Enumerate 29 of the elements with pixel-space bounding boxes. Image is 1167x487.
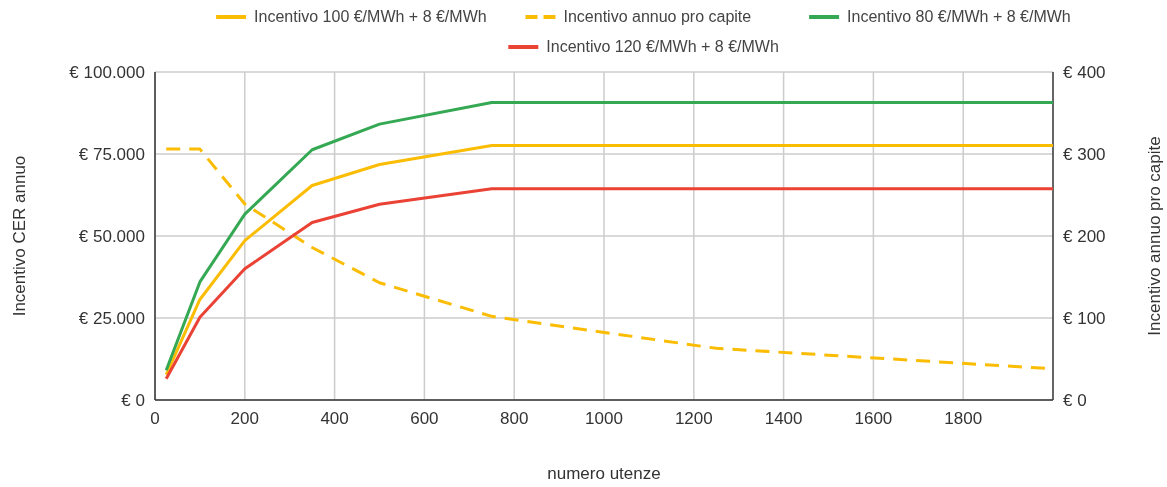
y2-tick-label: € 400 [1063, 63, 1106, 82]
x-tick-label: 1000 [585, 409, 623, 428]
x-axis-title: numero utenze [547, 464, 661, 483]
y2-tick-label: € 200 [1063, 227, 1106, 246]
legend-label: Incentivo 120 €/MWh + 8 €/MWh [546, 38, 779, 55]
y-tick-label: € 100.000 [69, 63, 145, 82]
x-tick-label: 0 [150, 409, 160, 428]
x-tick-label: 600 [410, 409, 439, 428]
x-tick-label: 400 [320, 409, 349, 428]
line-series [164, 101, 1055, 372]
legend-label: Incentivo 100 €/MWh + 8 €/MWh [254, 8, 487, 25]
y-tick-label: € 50.000 [78, 227, 145, 246]
x-tick-label: 1800 [944, 409, 983, 428]
y2-tick-label: € 300 [1063, 145, 1106, 164]
x-tick-label: 1400 [764, 409, 803, 428]
x-tick-label: 200 [230, 409, 259, 428]
y2-axis-title: Incentivo annuo pro capite [1145, 136, 1164, 336]
y2-tick-label: € 100 [1063, 309, 1106, 328]
y-tick-label: € 0 [121, 391, 145, 410]
x-tick-label: 800 [500, 409, 529, 428]
y-tick-label: € 75.000 [78, 145, 145, 164]
legend-label: Incentivo annuo pro capite [563, 8, 752, 25]
line-series [164, 187, 1055, 381]
y-axis-title: Incentivo CER annuo [10, 155, 29, 317]
y-tick-label: € 25.000 [78, 309, 145, 328]
legend-label: Incentivo 80 €/MWh + 8 €/MWh [847, 8, 1071, 25]
x-tick-label: 1600 [854, 409, 893, 428]
x-tick-label: 1200 [674, 409, 713, 428]
y2-tick-label: € 0 [1063, 391, 1087, 410]
